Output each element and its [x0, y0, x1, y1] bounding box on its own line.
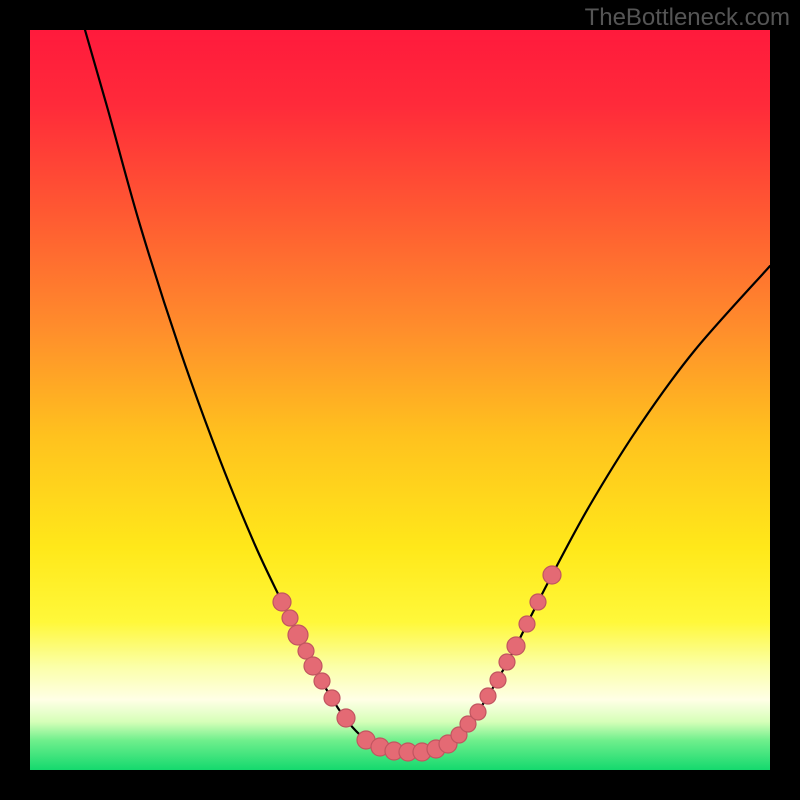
data-marker: [507, 637, 525, 655]
plot-svg: [30, 30, 770, 770]
data-marker: [519, 616, 535, 632]
data-marker: [480, 688, 496, 704]
plot-area: [30, 30, 770, 770]
data-marker: [304, 657, 322, 675]
data-marker: [543, 566, 561, 584]
data-marker: [530, 594, 546, 610]
data-marker: [288, 625, 308, 645]
bottleneck-curve: [85, 30, 770, 752]
data-marker: [324, 690, 340, 706]
marker-group: [273, 566, 561, 761]
data-marker: [273, 593, 291, 611]
data-marker: [499, 654, 515, 670]
data-marker: [282, 610, 298, 626]
data-marker: [490, 672, 506, 688]
data-marker: [337, 709, 355, 727]
data-marker: [470, 704, 486, 720]
data-marker: [314, 673, 330, 689]
watermark-text: TheBottleneck.com: [585, 4, 790, 32]
